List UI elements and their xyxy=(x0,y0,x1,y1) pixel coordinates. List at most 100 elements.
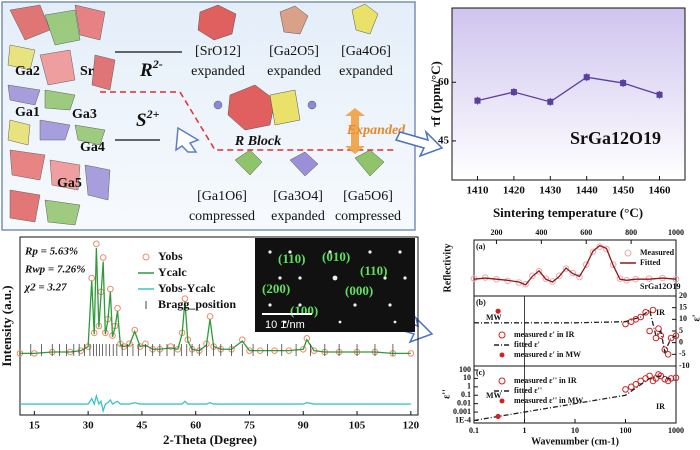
y-tick-label: 45 xyxy=(438,134,450,146)
saed-index: (110) xyxy=(360,263,387,278)
legend-label: Yobs xyxy=(158,249,183,263)
s-block-charge: S2+ xyxy=(136,107,160,132)
legend-label: Bragg_position xyxy=(158,297,236,311)
point xyxy=(661,375,669,383)
charge-base: R xyxy=(139,60,153,81)
point xyxy=(603,245,610,253)
point xyxy=(547,98,554,105)
point xyxy=(93,240,100,248)
site-label: Ga3 xyxy=(72,107,97,122)
polyhedra-labels: [SrO12] expanded [Ga2O5] expanded [Ga4O6… xyxy=(189,44,406,224)
x-tick-label: 105 xyxy=(349,420,366,432)
point xyxy=(646,327,653,335)
point xyxy=(562,265,570,272)
legend-label: measured ε' in IR xyxy=(514,330,575,339)
polyhedron-unit: [Ga5O6] xyxy=(343,189,393,204)
annotation: Rwp = 7.26% xyxy=(24,264,85,276)
legend-label: Fitted xyxy=(640,258,661,267)
structure-panel: Ga2 Sr Ga1 Ga3 Ga4 Ga5 R2- S2+ [SrO12] e… xyxy=(1,1,416,231)
annotation: Rp = 5.63% xyxy=(24,246,78,258)
scale-bar-label: 10 1/nm xyxy=(265,319,305,331)
y-tick-label: 20 xyxy=(679,291,687,300)
series-line xyxy=(477,76,660,103)
x-tick-label: 45 xyxy=(136,420,148,432)
point xyxy=(620,80,627,87)
r-block-charge: R2- xyxy=(139,57,163,82)
x-tick-label: 30 xyxy=(83,420,95,432)
y-tick-label: 0.01 xyxy=(457,398,471,407)
saed-index: (110) xyxy=(278,251,305,266)
x-tick-label: 0.1 xyxy=(469,426,479,435)
x-axis-label: Wavenumber (cm-1) xyxy=(531,436,619,447)
x-tick-label: 10 xyxy=(571,426,579,435)
charge-base: S xyxy=(136,110,147,131)
point xyxy=(656,91,663,98)
y-axis-label: Intensity (a.u.) xyxy=(0,285,14,366)
point xyxy=(206,313,214,320)
x-tick-label: 100 xyxy=(620,426,632,435)
polyhedron-change: compressed xyxy=(335,209,401,224)
point xyxy=(632,380,640,388)
point xyxy=(120,343,128,350)
annotation: (c) xyxy=(476,368,485,377)
point xyxy=(622,386,629,393)
point xyxy=(88,274,96,282)
point xyxy=(649,306,657,314)
site-label: Ga5 xyxy=(57,176,82,191)
site-label: Ga4 xyxy=(80,140,105,155)
point xyxy=(542,275,550,282)
point xyxy=(637,313,645,321)
y-tick-label: 0 xyxy=(679,337,683,346)
point xyxy=(589,248,597,256)
point xyxy=(114,304,121,312)
saed-index: (000) xyxy=(345,283,373,298)
x-tick-label: 1410 xyxy=(466,185,489,197)
x-tick-label: 90 xyxy=(298,420,310,432)
legend-label: measured ε' in MW xyxy=(514,350,581,359)
saed-inset: (110) (010) (110) (200) (000) (100) 10 1… xyxy=(255,238,415,332)
point xyxy=(126,340,133,348)
saed-image xyxy=(255,238,415,332)
x-tick-label: 1460 xyxy=(649,185,672,197)
x-tick-label: 800 xyxy=(625,228,637,237)
saed-spots xyxy=(268,250,407,324)
point xyxy=(672,332,680,339)
y-tick-label: 0.1 xyxy=(461,390,471,399)
polyhedron-unit: [Ga3O4] xyxy=(273,189,323,204)
x-tick-label: 15 xyxy=(29,420,41,432)
x-tick-label: 200 xyxy=(490,228,502,237)
y-tick-label: 1E-4 xyxy=(455,415,471,424)
series-line xyxy=(473,375,677,422)
series-line xyxy=(474,308,677,355)
point xyxy=(576,273,583,281)
legend-label: fitted ε' xyxy=(514,340,540,349)
polyhedron-change: expanded xyxy=(339,64,393,79)
polyhedron-change: compressed xyxy=(189,209,255,224)
annotation: SrGa12O19 xyxy=(640,282,680,291)
x-tick-label: 600 xyxy=(580,228,592,237)
legend-label: Measured xyxy=(640,248,675,257)
plot-area xyxy=(19,236,419,416)
y-axis-label: Reflectivity xyxy=(442,244,453,293)
connector-arrow xyxy=(394,129,444,158)
point xyxy=(569,269,577,277)
expanded-label: Expanded xyxy=(346,123,406,138)
x-tick-label: 1000 xyxy=(668,426,684,435)
series-line xyxy=(473,244,677,286)
polyhedron-unit: [Ga4O6] xyxy=(341,44,391,59)
x-tick-label: 1420 xyxy=(503,185,526,197)
y-tick-label: -5 xyxy=(679,349,686,358)
point xyxy=(555,272,563,280)
polyhedron-unit: [Ga2O5] xyxy=(269,44,319,59)
polyhedron-unit: [Ga1O6] xyxy=(197,189,247,204)
crystal-decor xyxy=(7,4,116,226)
site-labels: Ga2 Sr Ga1 Ga3 Ga4 Ga5 xyxy=(15,64,105,191)
point xyxy=(495,413,501,420)
saed-index: (200) xyxy=(262,281,290,296)
point xyxy=(616,275,624,282)
point xyxy=(642,309,649,316)
saed-index: (100) xyxy=(290,303,318,318)
y-tick-label: 0.001 xyxy=(453,407,471,416)
legend-symbol xyxy=(499,398,505,404)
y-tick-label: 15 xyxy=(679,302,687,311)
